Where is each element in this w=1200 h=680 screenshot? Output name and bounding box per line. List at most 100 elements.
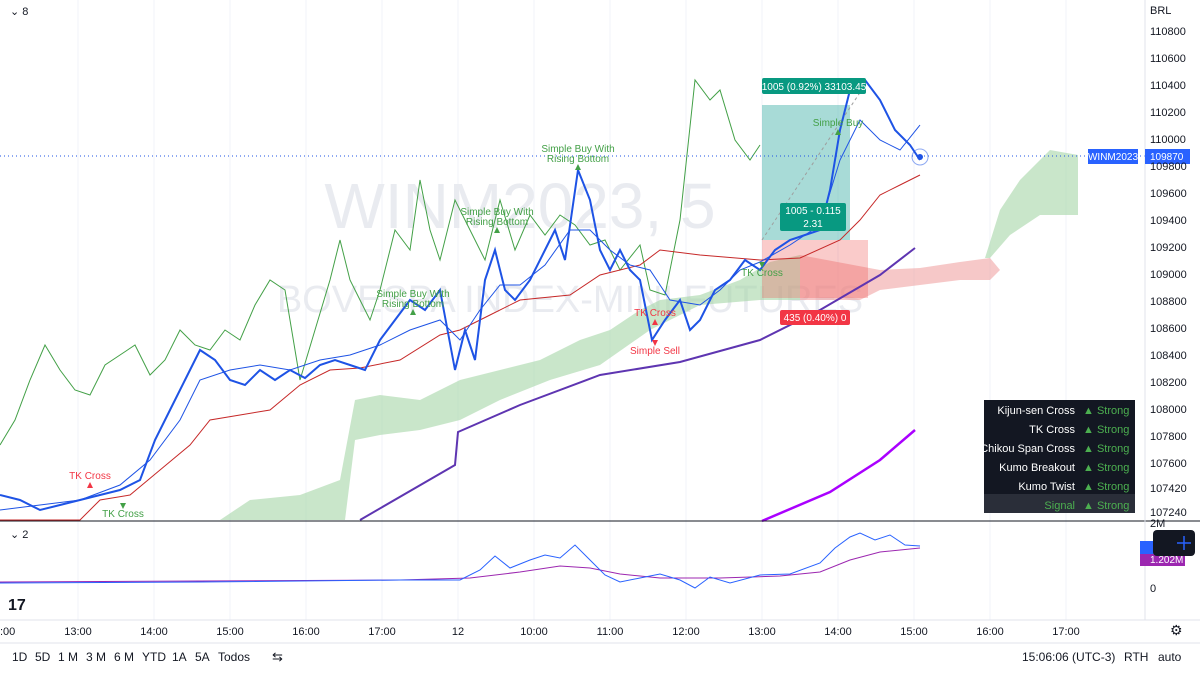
range-button[interactable]: 1A [172,650,187,664]
symbol-tag-name: WINM2023 [1088,152,1138,163]
price-axis-label: 107420 [1150,483,1187,495]
volume-axis-zero: 0 [1150,583,1156,595]
annotation-arrow [652,319,658,325]
volume-tag: 1.202M [1150,555,1183,566]
annotation-arrow [120,503,126,509]
signal-row-highlight [984,494,1135,513]
range-button[interactable]: 5A [195,650,210,664]
senkou-line [359,247,916,521]
price-axis-label: 110400 [1150,80,1186,92]
price-marker [911,148,929,166]
price-axis-label: 108400 [1150,350,1187,362]
price-axis-label: 109200 [1150,242,1187,254]
price-axis-label: 107800 [1150,431,1187,443]
time-axis-label: 15:00 [216,626,244,638]
price-axis-label: 108800 [1150,296,1187,308]
date-range-icon[interactable]: ⇆ [272,649,283,664]
signal-label: TK Cross [1029,424,1075,436]
annotation: Simple Sell [630,346,680,357]
signal-label: Kijun-sen Cross [997,405,1075,417]
price-axis-label: 110600 [1150,53,1186,65]
annotation: Simple Buy With Rising Bottom [541,144,614,165]
kumo-bullish-future [985,150,1078,258]
time-axis: :00 13:00 14:00 15:00 16:00 17:00 12 10:00 11:00… [0,626,1080,638]
annotation-arrow [835,129,841,135]
signal-label: Kumo Breakout [999,462,1075,474]
price-tag: 109870 [1150,152,1184,163]
time-axis-label: 12 [452,626,464,638]
kumo-bearish [800,255,1000,300]
price-axis-label: 110200 [1150,107,1186,119]
price-axis-label: 108600 [1150,323,1187,335]
price-axis-label: 109400 [1150,215,1187,227]
target-label-bg [762,78,866,94]
tenkan-sen [0,119,921,511]
price-axis-label: 110000 [1150,134,1186,146]
annotation: TK Cross [102,509,144,520]
signal-label: Kumo Twist [1018,481,1075,493]
position-trend [761,84,866,241]
price-axis: 110800 110600 110400 110200 110000 109800 1096… [1150,26,1187,519]
signal-status: ▲ Strong [1083,443,1129,455]
range-button[interactable]: 6 M [114,650,134,664]
logo[interactable]: 17 [8,597,26,614]
annotation-arrow [494,227,500,233]
price-tag-bg [1145,149,1190,164]
annotation-arrow [575,164,581,170]
annotation-arrow [87,482,93,488]
settings-icon[interactable]: ⚙ [1170,622,1183,638]
time-axis-label: 14:00 [140,626,168,638]
pane2-indicator-count[interactable]: ⌄ 2 [10,529,28,541]
symbol-tag-bg [1088,149,1138,164]
annotation: Simple Buy With Rising Bottom [376,289,449,310]
range-button[interactable]: YTD [142,650,166,664]
target-label: 1005 (0.92%) 33103.45 [762,82,867,93]
time-axis-label: :00 [0,626,15,638]
time-axis-label: 17:00 [1052,626,1080,638]
time-axis-label: 11:00 [597,626,624,638]
signal-status: ▲ Strong [1083,500,1129,512]
stop-label-bg [780,310,850,325]
kijun-sen [0,174,921,521]
time-axis-label: 17:00 [368,626,396,638]
center-label: 2.31 [803,219,823,230]
signal-rows: Kijun-sen Cross ▲ Strong TK Cross ▲ Strong C… [980,405,1129,512]
center-label: 1005 - 0.115 [785,206,841,217]
price-axis-label: 108000 [1150,404,1187,416]
session[interactable]: RTH [1124,650,1148,664]
range-button[interactable]: 1 M [58,650,78,664]
crosshair-icon [1177,536,1191,550]
annotation-arrow [410,309,416,315]
toolbar: 1D 5D 1 M 3 M 6 M YTD 1A 5A Todos [12,650,250,664]
signal-status: ▲ Strong [1083,424,1129,436]
time-axis-label: 16:00 [976,626,1004,638]
price-axis-label: 109000 [1150,269,1187,281]
annotation: TK Cross [69,471,111,482]
price-axis-label: 110800 [1150,26,1186,38]
annotation: Simple Buy [813,118,864,129]
price-axis-label: 107600 [1150,458,1187,470]
clock[interactable]: 15:06:06 (UTC-3) [1022,650,1115,664]
price-axis-label: 109600 [1150,188,1187,200]
time-axis-label: 16:00 [292,626,320,638]
chikou-span [0,78,761,446]
pane1-indicator-count[interactable]: ⌄ 8 [10,6,28,18]
annotation: TK Cross [634,308,676,319]
currency[interactable]: BRL [1150,5,1171,17]
volume-ma [0,547,921,583]
annotation-arrow [652,340,658,346]
price-axis-label: 108200 [1150,377,1187,389]
scale-mode[interactable]: auto [1158,650,1182,664]
range-button[interactable]: 1D [12,650,28,664]
volume-axis-top: 2M [1150,518,1165,530]
signal-status: ▲ Strong [1083,462,1129,474]
range-button[interactable]: 5D [35,650,51,664]
range-button[interactable]: Todos [218,650,250,664]
price-dot [917,154,923,160]
range-button[interactable]: 3 M [86,650,106,664]
volume-tag-bg [1140,553,1185,566]
signal-label: Signal [1044,500,1075,512]
time-axis-label: 13:00 [64,626,92,638]
signal-label: Chikou Span Cross [980,443,1075,455]
